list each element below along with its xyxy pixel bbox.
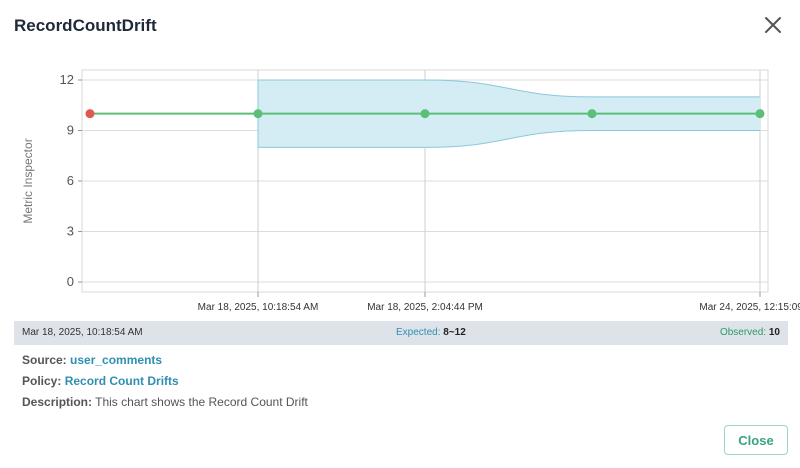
data-point	[253, 109, 263, 119]
chart-svg: 0 3 6 9 12 Mar 18, 2025, 10:18:54 AM Mar 18, 2…	[21, 69, 800, 313]
anomaly-point	[85, 109, 95, 119]
source-row: Source: user_comments	[22, 353, 162, 367]
x-tick-label: Mar 24, 2025, 12:15:09 PM	[699, 302, 800, 313]
metric-chart: 0 3 6 9 12 Mar 18, 2025, 10:18:54 AM Mar 18, 2…	[0, 60, 800, 316]
data-point	[420, 109, 430, 119]
expected-band-lower	[258, 130, 760, 148]
y-axis-label: Metric Inspector	[21, 138, 35, 223]
source-link[interactable]: user_comments	[70, 353, 163, 367]
description-row: Description: This chart shows the Record…	[22, 395, 308, 409]
description-label: Description:	[22, 395, 93, 409]
close-button[interactable]: Close	[724, 425, 788, 455]
observed-label: Observed:	[719, 327, 767, 338]
expected-range: Expected: 8~12	[396, 327, 466, 338]
expected-value: 8~12	[443, 327, 466, 338]
y-tick-label: 3	[67, 224, 74, 239]
observed-value: 10	[768, 327, 780, 338]
y-tick-label: 6	[67, 173, 74, 188]
data-point	[755, 109, 765, 119]
expected-band-upper	[258, 79, 760, 98]
y-tick-label: 9	[67, 123, 74, 138]
y-tick-label: 12	[60, 72, 74, 87]
policy-label: Policy:	[22, 374, 62, 388]
policy-link[interactable]: Record Count Drifts	[64, 374, 179, 388]
close-icon[interactable]	[762, 14, 784, 36]
data-point	[587, 109, 597, 119]
x-tick-label: Mar 18, 2025, 10:18:54 AM	[198, 302, 319, 313]
expected-label: Expected:	[396, 327, 441, 338]
dialog-title: RecordCountDrift	[14, 16, 157, 35]
description-text: This chart shows the Record Count Drift	[95, 395, 308, 409]
observed-value-group: Observed: 10	[720, 327, 780, 338]
info-timestamp: Mar 18, 2025, 10:18:54 AM	[22, 327, 143, 338]
x-tick-label: Mar 18, 2025, 2:04:44 PM	[367, 302, 483, 313]
info-bar: Mar 18, 2025, 10:18:54 AM Expected: 8~12…	[14, 321, 788, 345]
y-tick-label: 0	[67, 274, 74, 289]
policy-row: Policy: Record Count Drifts	[22, 374, 179, 388]
source-label: Source:	[22, 353, 67, 367]
